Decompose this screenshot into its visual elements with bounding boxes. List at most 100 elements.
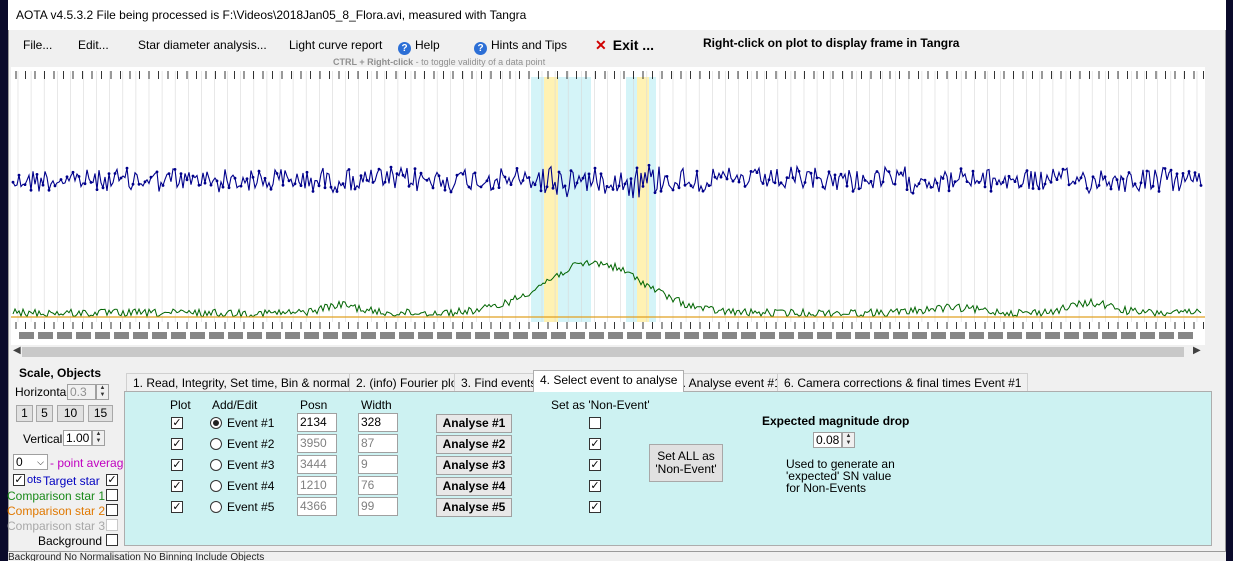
event-2-plot-checkbox[interactable]: ✓	[171, 438, 183, 450]
horizontal-label: Horizontal	[15, 385, 70, 399]
event-3-radio[interactable]	[210, 459, 222, 471]
analyse-event-2-button[interactable]: Analyse #2	[436, 435, 512, 454]
event-5-non-event-checkbox[interactable]: ✓	[589, 501, 601, 513]
menu-edit[interactable]: Edit...	[78, 38, 109, 52]
expected-drop-spinner[interactable]: ▲ ▼	[842, 432, 855, 448]
axis-label-block	[1026, 332, 1041, 339]
event-4-posn-field[interactable]: 1210	[297, 476, 337, 495]
event-2-radio[interactable]	[210, 438, 222, 450]
point-average-select[interactable]: 0 ⌵	[13, 454, 48, 470]
window-title: AOTA v4.5.3.2 File being processed is F:…	[16, 8, 527, 22]
target-star-checkbox[interactable]: ✓	[106, 474, 118, 486]
target-star-series	[12, 164, 1202, 199]
horizontal-spinner[interactable]: ▲ ▼	[96, 384, 109, 400]
target-star-point	[323, 186, 327, 190]
comparison-star-series	[12, 259, 1202, 319]
event-1-non-event-checkbox[interactable]	[589, 417, 601, 429]
event-2-non-event-checkbox[interactable]: ✓	[589, 438, 601, 450]
event-5-radio[interactable]	[210, 501, 222, 513]
axis-label-block	[703, 332, 718, 339]
axis-label-block	[456, 332, 471, 339]
axis-label-block	[1140, 332, 1155, 339]
event-4-width-field[interactable]: 76	[358, 476, 398, 495]
zoom-button-5[interactable]: 5	[36, 405, 53, 422]
comparison-star-1-checkbox[interactable]	[106, 489, 118, 501]
scroll-left-icon[interactable]: ◀	[13, 345, 21, 356]
target-star-point	[1007, 174, 1011, 178]
target-star-point	[1043, 182, 1047, 186]
expected-drop-input[interactable]: 0.08	[813, 432, 842, 448]
light-curve-plot[interactable]	[11, 67, 1205, 345]
target-star-point	[1103, 175, 1107, 179]
light-curve-svg[interactable]	[11, 67, 1205, 345]
tab-select-event[interactable]: 4. Select event to analyse	[533, 370, 685, 392]
target-star-point	[863, 179, 867, 182]
menu-help[interactable]: ? Help	[398, 38, 440, 55]
analyse-event-3-button[interactable]: Analyse #3	[436, 456, 512, 475]
event-4-non-event-checkbox[interactable]: ✓	[589, 480, 601, 492]
event-3-plot-checkbox[interactable]: ✓	[171, 459, 183, 471]
tab-analyse-event[interactable]: 5. Analyse event #1	[669, 373, 788, 391]
axis-label-block	[1121, 332, 1136, 339]
target-star-point	[71, 170, 75, 174]
event-1-plot-checkbox[interactable]: ✓	[171, 417, 183, 429]
expected-note-2: 'expected' SN value	[786, 469, 892, 483]
event-5-posn-field[interactable]: 4366	[297, 497, 337, 516]
plot-scrollbar-thumb[interactable]	[22, 347, 1184, 357]
event-4-plot-checkbox[interactable]: ✓	[171, 480, 183, 492]
analyse-event-1-button[interactable]: Analyse #1	[436, 414, 512, 433]
set-all-non-event-button[interactable]: Set ALL as 'Non-Event'	[649, 444, 723, 482]
tab-find-events[interactable]: 3. Find events	[454, 373, 544, 391]
comparison-star-2-checkbox[interactable]	[106, 504, 118, 516]
event-4-radio[interactable]	[210, 480, 222, 492]
axis-label-block	[722, 332, 737, 339]
event-2-posn-field[interactable]: 3950	[297, 434, 337, 453]
target-star-point	[209, 183, 213, 187]
menu-exit-label: Exit ...	[612, 37, 654, 53]
col-plot-header: Plot	[170, 398, 191, 412]
target-star-point	[1163, 167, 1167, 170]
target-star-point	[311, 190, 315, 193]
event-5-width-field[interactable]: 99	[358, 497, 398, 516]
target-star-point	[599, 172, 603, 176]
target-star-point	[227, 186, 231, 190]
axis-label-block	[228, 332, 243, 339]
event-1-width-field[interactable]: 328	[358, 413, 398, 432]
event-1-posn-field[interactable]: 2134	[297, 413, 337, 432]
tab-camera-corrections[interactable]: 6. Camera corrections & final times Even…	[777, 373, 1029, 391]
menu-star-diameter[interactable]: Star diameter analysis...	[138, 38, 267, 52]
scroll-right-icon[interactable]: ▶	[1193, 345, 1201, 356]
background-checkbox[interactable]	[106, 534, 118, 546]
vertical-scale-input[interactable]: 1.00	[63, 430, 92, 446]
event-5-plot-checkbox[interactable]: ✓	[171, 501, 183, 513]
event-3-width-field[interactable]: 9	[358, 455, 398, 474]
event-1-radio[interactable]	[210, 417, 222, 429]
menu-exit[interactable]: ✕ Exit ...	[595, 37, 654, 54]
zoom-button-10[interactable]: 10	[57, 405, 84, 422]
target-star-point	[47, 188, 51, 192]
axis-label-block	[1159, 332, 1174, 339]
tab-fourier[interactable]: 2. (info) Fourier plot	[349, 373, 468, 391]
vertical-spinner[interactable]: ▲ ▼	[92, 430, 105, 446]
event-3-posn-field[interactable]: 3444	[297, 455, 337, 474]
event-3-non-event-checkbox[interactable]: ✓	[589, 459, 601, 471]
target-star-point	[263, 176, 267, 180]
zoom-button-1[interactable]: 1	[16, 405, 33, 422]
event-band-1	[544, 77, 558, 322]
menu-hints[interactable]: ? Hints and Tips	[474, 38, 567, 55]
analyse-event-4-button[interactable]: Analyse #4	[436, 477, 512, 496]
zoom-button-15[interactable]: 15	[88, 405, 113, 422]
horizontal-scale-input[interactable]: 0.3	[67, 384, 96, 400]
target-star-point	[191, 174, 195, 178]
ctrl-hint-keys: CTRL + Right-click	[333, 57, 414, 67]
target-star-point	[179, 172, 183, 175]
plots-checkbox[interactable]: ✓	[13, 474, 25, 486]
event-2-width-field[interactable]: 87	[358, 434, 398, 453]
tab-read-integrity[interactable]: 1. Read, Integrity, Set time, Bin & norm…	[126, 373, 372, 391]
menu-light-curve-report[interactable]: Light curve report	[289, 38, 383, 52]
analyse-event-5-button[interactable]: Analyse #5	[436, 498, 512, 517]
menu-file[interactable]: File...	[23, 38, 53, 52]
target-star-point	[1187, 170, 1191, 173]
target-star-point	[533, 183, 537, 187]
target-star-point	[449, 190, 453, 194]
